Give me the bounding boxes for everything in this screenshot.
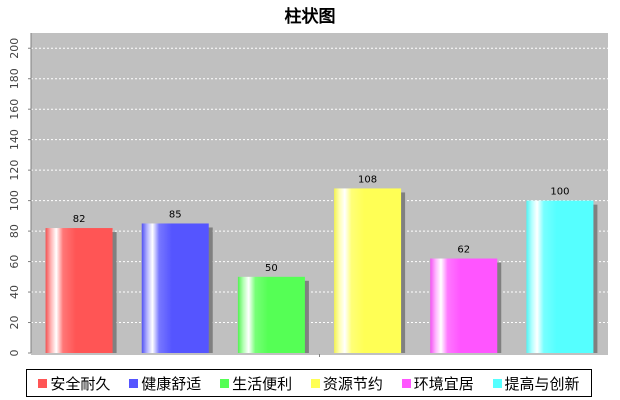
legend: 安全耐久 健康舒适 生活便利 资源节约 环境宜居 提高与创新 — [26, 369, 592, 397]
bar-value-label: 50 — [265, 263, 278, 274]
legend-label: 提高与创新 — [504, 374, 580, 393]
bar-value-label: 108 — [358, 174, 377, 185]
legend-item: 健康舒适 — [129, 373, 201, 394]
y-tick-label: 40 — [8, 285, 21, 299]
plot-area — [31, 33, 608, 353]
y-tick-label: 180 — [8, 68, 21, 89]
bar — [237, 276, 305, 353]
legend-item: 生活便利 — [220, 373, 292, 394]
y-tick-label: 0 — [8, 350, 21, 357]
legend-swatch — [492, 378, 502, 388]
y-tick-label: 80 — [8, 224, 21, 238]
legend-label: 生活便利 — [232, 374, 293, 393]
legend-swatch — [401, 378, 411, 388]
legend-label: 安全耐久 — [50, 374, 111, 393]
y-tick-label: 120 — [8, 160, 21, 181]
legend-item: 资源节约 — [310, 373, 383, 394]
legend-swatch — [38, 378, 48, 388]
bar — [45, 228, 113, 353]
legend-label: 资源节约 — [322, 374, 383, 393]
legend-swatch — [310, 378, 320, 388]
y-tick-label: 200 — [8, 38, 21, 59]
bar — [526, 200, 594, 353]
legend-item: 环境宜居 — [401, 373, 474, 394]
legend-item: 安全耐久 — [38, 373, 110, 394]
y-tick-label: 100 — [8, 190, 21, 211]
bar — [430, 258, 498, 353]
legend-swatch — [129, 378, 139, 388]
legend-label: 健康舒适 — [141, 374, 202, 393]
chart-title: 柱状图 — [284, 7, 336, 27]
y-tick-label: 60 — [8, 255, 21, 269]
legend-swatch — [220, 378, 230, 388]
bar-value-label: 85 — [169, 209, 182, 220]
y-tick-label: 160 — [8, 99, 21, 120]
bar-value-label: 62 — [457, 245, 470, 256]
bar-value-label: 82 — [73, 214, 86, 225]
y-tick-label: 20 — [8, 316, 21, 330]
legend-label: 环境宜居 — [413, 374, 474, 393]
y-tick-label: 140 — [8, 129, 21, 150]
bar — [334, 188, 402, 353]
bar-value-label: 100 — [550, 187, 569, 198]
bar — [141, 223, 209, 353]
legend-item: 提高与创新 — [492, 373, 580, 394]
